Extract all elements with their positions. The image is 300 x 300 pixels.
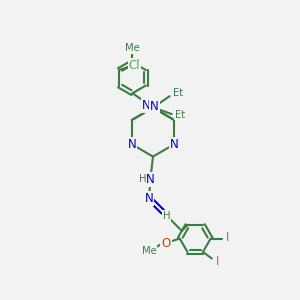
Text: NH: NH — [142, 99, 159, 112]
Text: Me: Me — [142, 246, 157, 256]
Text: I: I — [226, 232, 229, 244]
Text: Me: Me — [125, 43, 140, 53]
Text: N: N — [128, 138, 136, 151]
Text: N: N — [170, 138, 178, 151]
Text: N: N — [146, 173, 155, 186]
Text: N: N — [149, 100, 158, 113]
Text: O: O — [161, 237, 171, 250]
Text: Et: Et — [175, 110, 185, 120]
Text: N: N — [145, 192, 154, 205]
Text: N: N — [148, 101, 157, 114]
Text: Et: Et — [173, 88, 183, 98]
Text: I: I — [215, 255, 219, 268]
Text: H: H — [163, 211, 171, 221]
Text: H: H — [139, 173, 146, 184]
Text: Cl: Cl — [129, 59, 140, 72]
